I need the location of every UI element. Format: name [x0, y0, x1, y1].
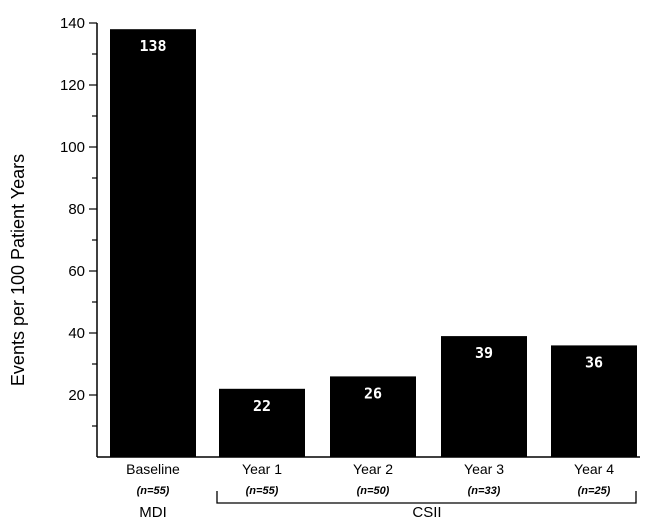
y-tick-label: 100	[60, 139, 85, 156]
sample-size-label: (n=33)	[468, 485, 501, 497]
y-tick-label: 60	[68, 263, 85, 280]
bars: 138 22 26 39 36	[110, 29, 637, 457]
x-tick-label: Year 2	[353, 461, 393, 477]
bar-value-label: 39	[475, 344, 493, 362]
bar-value-label: 138	[139, 37, 166, 55]
x-tick-label: Year 3	[464, 461, 504, 477]
group-bracket	[216, 491, 637, 504]
y-tick-label: 80	[68, 201, 85, 218]
sample-size-label: (n=50)	[357, 485, 390, 497]
group-label: MDI	[139, 504, 167, 521]
bar	[551, 345, 637, 457]
y-tick-label: 120	[60, 77, 85, 94]
y-tick-label: 40	[68, 325, 85, 342]
y-tick-label: 20	[68, 387, 85, 404]
x-tick-label: Baseline	[126, 461, 180, 477]
group-labels: MDI CSII	[139, 491, 637, 521]
sample-size-label: (n=55)	[246, 485, 279, 497]
bar-value-label: 26	[364, 384, 382, 402]
bar	[330, 376, 416, 457]
y-axis: 20 40 60 80 100 120 140	[60, 15, 98, 457]
bar	[219, 388, 305, 457]
group-label: CSII	[412, 504, 441, 521]
sample-size-label: (n=55)	[137, 485, 170, 497]
bar	[110, 29, 196, 457]
x-tick-label: Year 1	[242, 461, 282, 477]
sample-size-label: (n=25)	[578, 485, 611, 497]
x-tick-label: Year 4	[574, 461, 614, 477]
x-axis: Baseline (n=55) Year 1 (n=55) Year 2 (n=50) Ye…	[97, 456, 640, 497]
bar-value-label: 22	[253, 397, 271, 415]
bar	[441, 336, 527, 457]
y-tick-label: 140	[60, 15, 85, 32]
y-axis-label: Events per 100 Patient Years	[8, 154, 28, 386]
bar-value-label: 36	[585, 353, 603, 371]
